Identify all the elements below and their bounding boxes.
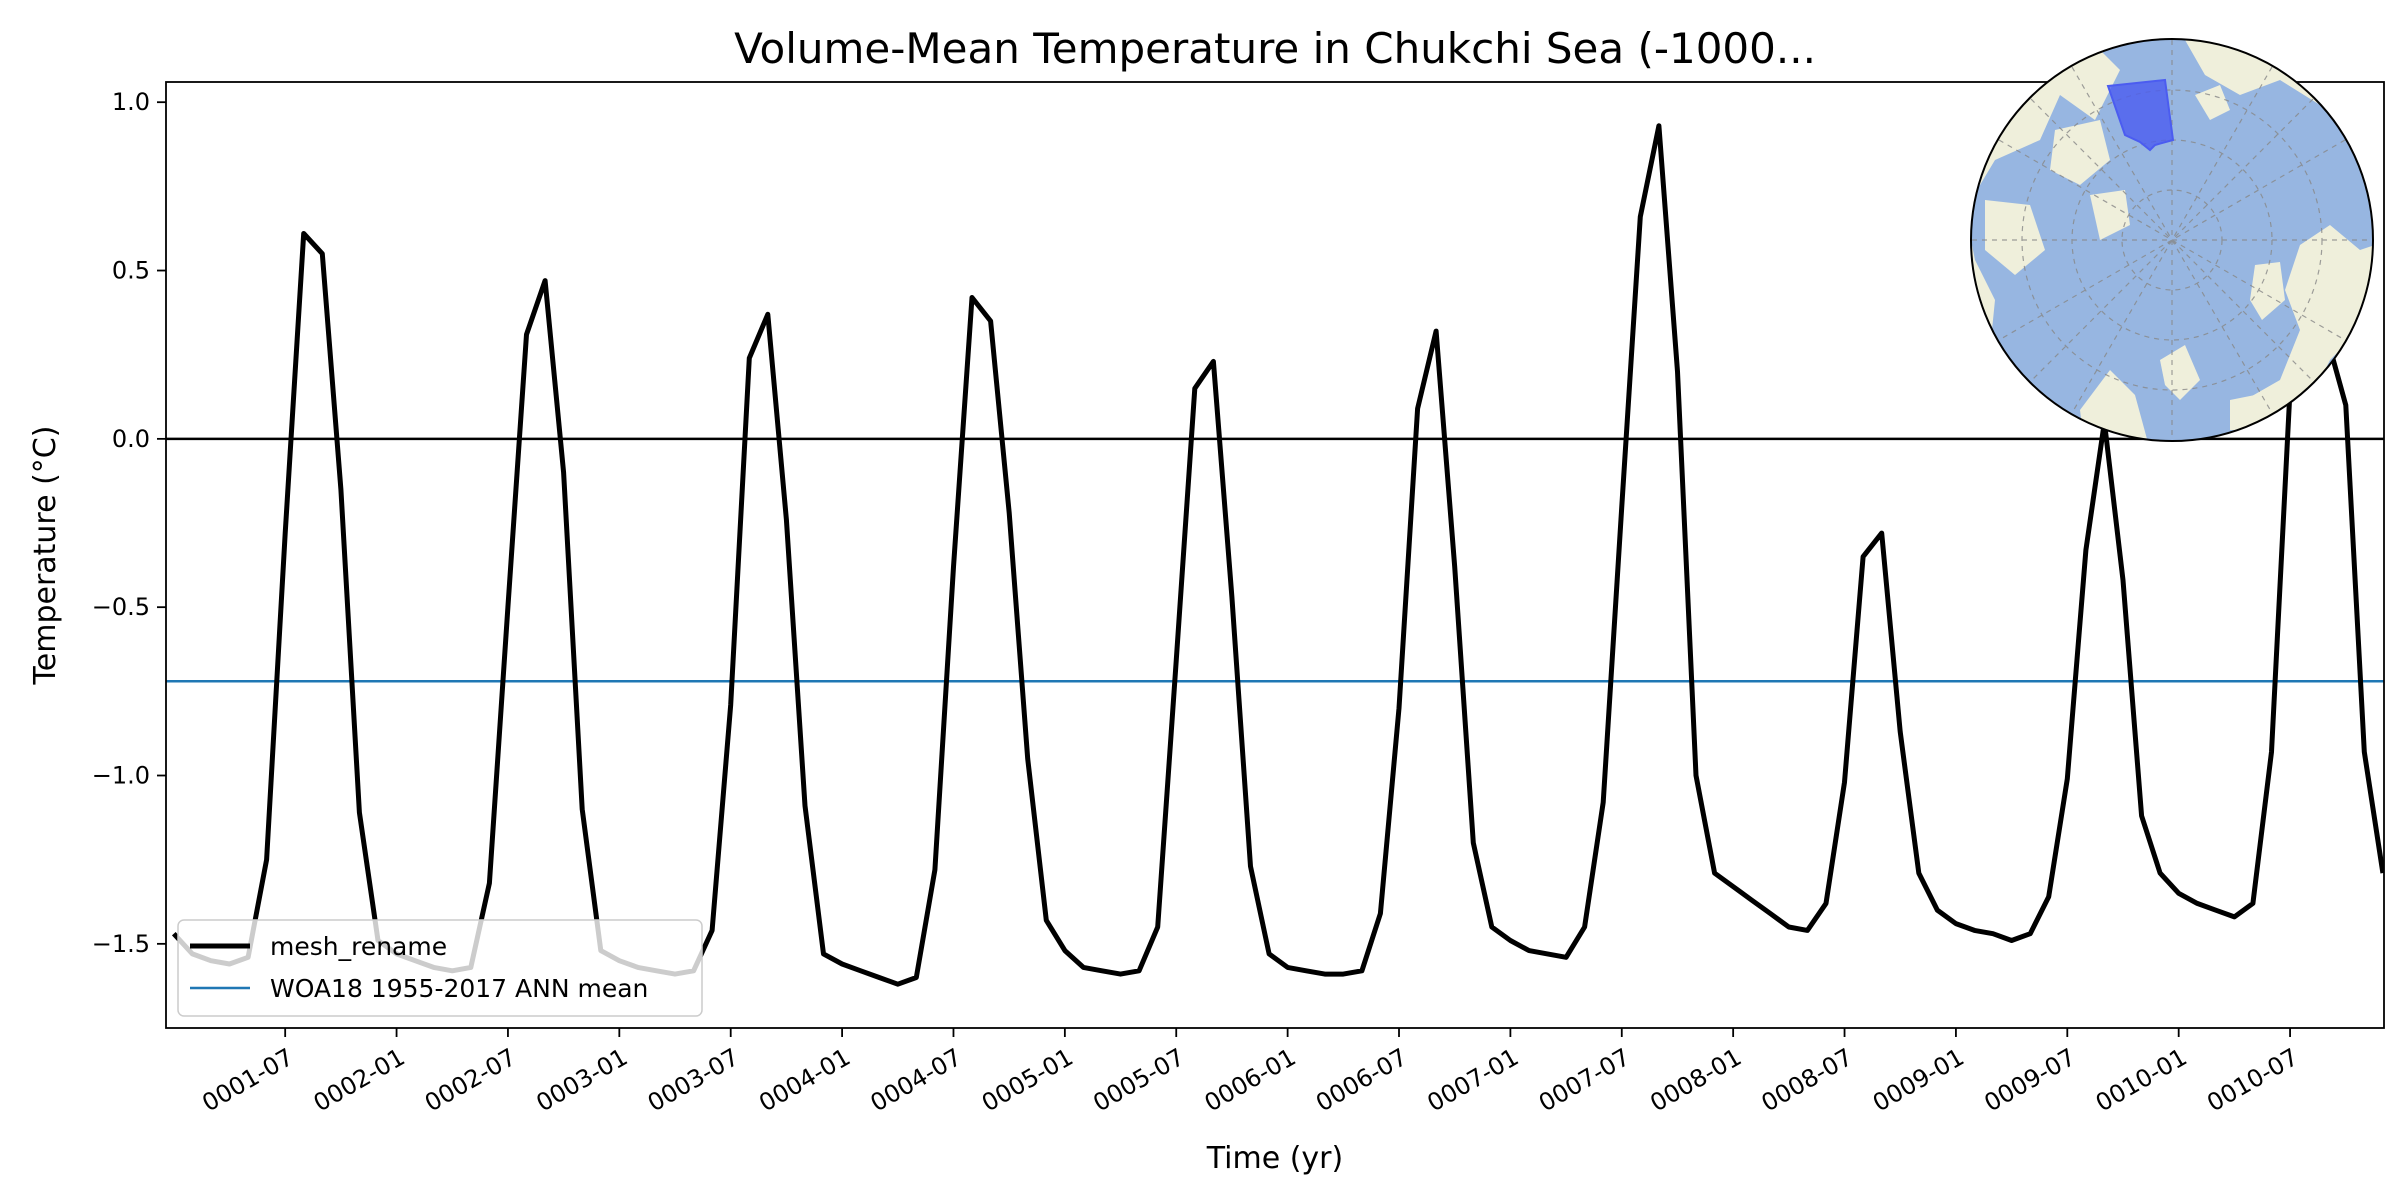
x-tick-label: 0005-01 [977, 1043, 1078, 1117]
inset-map [1970, 38, 2374, 442]
legend-label-woa18: WOA18 1955-2017 ANN mean [270, 974, 648, 1003]
legend: mesh_rename WOA18 1955-2017 ANN mean [177, 919, 703, 1017]
x-axis: 0001-07 0002-01 0002-07 0003-01 0003-07 0004-… [197, 1028, 2303, 1117]
x-tick-label: 0010-01 [2091, 1043, 2192, 1117]
y-tick-label: −1.5 [92, 930, 150, 958]
x-tick-label: 0007-01 [1423, 1043, 1524, 1117]
series-mesh-rename-line [171, 123, 2384, 987]
y-axis: 1.0 0.5 0.0 −0.5 −1.0 −1.5 [92, 88, 166, 958]
x-tick-label: 0005-07 [1088, 1043, 1189, 1117]
x-tick-label: 0002-01 [309, 1043, 410, 1117]
x-tick-label: 0004-01 [754, 1043, 855, 1117]
x-tick-label: 0003-07 [643, 1043, 744, 1117]
y-tick-label: 0.0 [112, 425, 150, 453]
map-border [1970, 38, 2374, 442]
y-tick-label: −0.5 [92, 593, 150, 621]
y-tick-label: −1.0 [92, 762, 150, 790]
legend-label-mesh-rename: mesh_rename [270, 932, 447, 961]
x-tick-label: 0006-01 [1200, 1043, 1301, 1117]
x-tick-label: 0006-07 [1311, 1043, 1412, 1117]
x-tick-label: 0009-07 [1979, 1043, 2080, 1117]
legend-box [177, 919, 703, 1017]
x-tick-label: 0008-01 [1645, 1043, 1746, 1117]
x-tick-label: 0001-07 [197, 1043, 298, 1117]
x-tick-label: 0004-07 [866, 1043, 967, 1117]
x-axis-label: Time (yr) [1206, 1141, 1343, 1176]
x-tick-label: 0009-01 [1868, 1043, 1969, 1117]
y-axis-label: Temperature (°C) [28, 426, 63, 686]
chart-title: Volume-Mean Temperature in Chukchi Sea (… [734, 24, 1816, 73]
x-tick-label: 0007-07 [1534, 1043, 1635, 1117]
y-tick-label: 0.5 [112, 257, 150, 285]
map-region-chukchi-sea [2106, 78, 2175, 152]
x-tick-label: 0003-01 [531, 1043, 632, 1117]
x-tick-label: 0002-07 [420, 1043, 521, 1117]
x-tick-label: 0008-07 [1757, 1043, 1858, 1117]
y-tick-label: 1.0 [112, 88, 150, 116]
plot-frame [165, 81, 2385, 1029]
map-graticule [1972, 40, 2372, 440]
x-tick-label: 0010-07 [2202, 1043, 2303, 1117]
